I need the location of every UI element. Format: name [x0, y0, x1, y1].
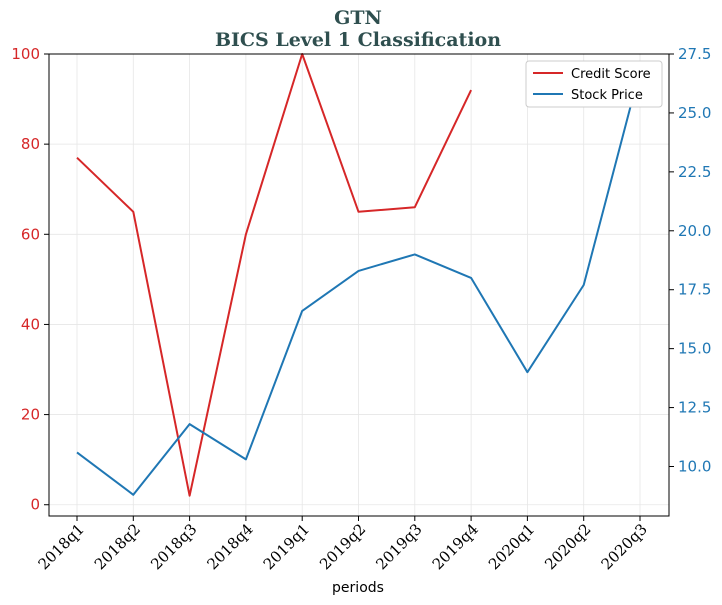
- x-tick-label: 2020q3: [598, 520, 651, 573]
- right-tick-label: 10.0: [678, 458, 711, 476]
- chart-title: GTN: [334, 7, 382, 29]
- left-axis-ticks: 0 20 40 60 80 100: [11, 45, 49, 514]
- x-axis-ticks: 2018q1 2018q2 2018q3 2018q4 2019q1 2019q2 2019…: [35, 516, 651, 573]
- left-tick-label: 20: [21, 406, 40, 424]
- x-tick-label: 2020q2: [541, 520, 594, 573]
- right-tick-label: 17.5: [678, 281, 711, 299]
- left-tick-label: 100: [11, 45, 40, 63]
- x-tick-label: 2019q3: [372, 520, 425, 573]
- legend: Credit Score Stock Price: [525, 60, 663, 108]
- right-tick-label: 20.0: [678, 222, 711, 240]
- x-tick-label: 2019q4: [429, 520, 482, 573]
- x-axis-label: periods: [332, 580, 384, 596]
- x-tick-label: 2019q2: [316, 520, 369, 573]
- series-line-credit-score: [76, 53, 473, 497]
- legend-label-stock-price: Stock Price: [571, 88, 643, 103]
- chart-subtitle: BICS Level 1 Classification: [215, 29, 501, 51]
- right-axis-ticks: 10.0 12.5 15.0 17.5 20.0 22.5 25.0 27.5: [669, 45, 711, 476]
- grid-lines: [49, 53, 669, 516]
- x-tick-label: 2018q2: [91, 520, 144, 573]
- axes: [48, 53, 670, 517]
- left-tick-label: 80: [21, 135, 40, 153]
- right-tick-label: 27.5: [678, 45, 711, 63]
- left-tick-label: 0: [30, 496, 40, 514]
- series-line-stock-price: [76, 70, 641, 496]
- legend-label-credit-score: Credit Score: [571, 67, 651, 82]
- right-tick-label: 25.0: [678, 104, 711, 122]
- right-tick-label: 15.0: [678, 340, 711, 358]
- x-tick-label: 2018q3: [147, 520, 200, 573]
- x-tick-label: 2019q1: [260, 520, 313, 573]
- x-tick-label: 2018q1: [35, 520, 88, 573]
- right-tick-label: 12.5: [678, 399, 711, 417]
- left-tick-label: 60: [21, 225, 40, 243]
- right-tick-label: 22.5: [678, 163, 711, 181]
- plot-frame: [48, 53, 670, 517]
- x-tick-label: 2020q1: [485, 520, 538, 573]
- x-tick-label: 2018q4: [203, 520, 256, 573]
- left-tick-label: 40: [21, 315, 40, 333]
- series-lines: [76, 53, 641, 497]
